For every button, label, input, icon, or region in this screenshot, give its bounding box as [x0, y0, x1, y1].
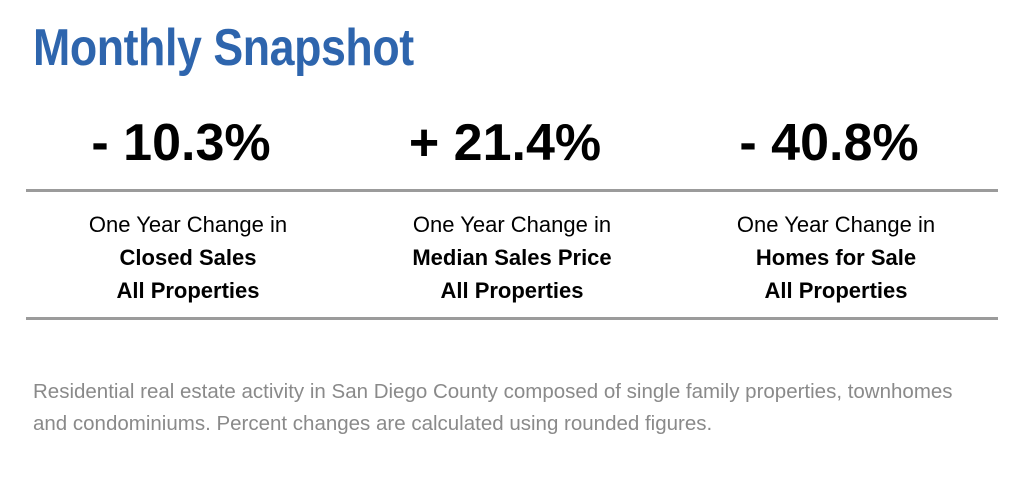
stat-label-homes-for-sale: One Year Change in Homes for Sale All Pr… [674, 208, 998, 307]
footnote: Residential real estate activity in San … [33, 380, 953, 435]
stat-median-sales-price: + 21.4% [350, 110, 674, 176]
stat-value-homes-for-sale: - 40.8% [739, 114, 919, 172]
stat-labels-row: One Year Change in Closed Sales All Prop… [26, 208, 998, 307]
stat-label-prefix: One Year Change in [412, 212, 612, 237]
stat-label-metric: Closed Sales [119, 245, 257, 270]
stat-closed-sales: - 10.3% [26, 110, 350, 176]
stat-value-median-sales-price: + 21.4% [408, 114, 602, 172]
page-title: Monthly Snapshot [33, 19, 414, 77]
stat-value-closed-sales: - 10.3% [91, 114, 271, 172]
stat-label-scope: All Properties [440, 278, 584, 303]
stat-homes-for-sale: - 40.8% [674, 110, 998, 176]
divider-bottom [26, 317, 998, 320]
stat-label-median-sales-price: One Year Change in Median Sales Price Al… [350, 208, 674, 307]
stat-label-metric: Homes for Sale [755, 245, 917, 270]
stat-label-metric: Median Sales Price [412, 245, 612, 270]
stat-label-prefix: One Year Change in [736, 212, 936, 237]
stat-label-scope: All Properties [116, 278, 260, 303]
stat-label-prefix: One Year Change in [88, 212, 288, 237]
stat-label-closed-sales: One Year Change in Closed Sales All Prop… [26, 208, 350, 307]
stat-values-row: - 10.3% + 21.4% - 40.8% [26, 110, 998, 176]
stat-label-scope: All Properties [764, 278, 908, 303]
divider-top [26, 189, 998, 192]
